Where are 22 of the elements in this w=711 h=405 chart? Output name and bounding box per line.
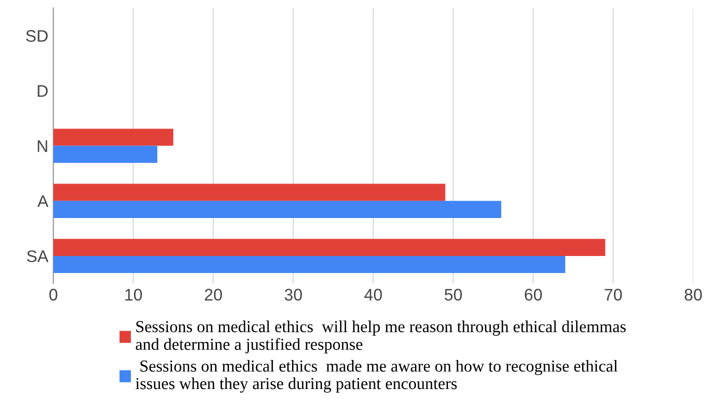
x-tick-label: 20 — [204, 288, 222, 301]
y-tick-label: SA — [26, 250, 48, 262]
x-tick-label: 40 — [364, 288, 382, 301]
y-tick-label: D — [38, 85, 48, 97]
y-tick-label: N — [38, 140, 48, 152]
y-tick-label: A — [37, 195, 48, 207]
x-tick-label: 10 — [125, 288, 142, 301]
x-tick-label: 30 — [284, 288, 302, 301]
x-tick-label: 70 — [604, 288, 622, 301]
bar — [53, 128, 174, 146]
bar — [53, 200, 502, 218]
bar — [53, 184, 446, 201]
bar — [53, 238, 606, 256]
x-tick-label: 80 — [684, 288, 702, 301]
legend-label: Sessions on medical ethics made me aware on how to recognise ethical issues when they arise during patient encounters — [136, 360, 618, 393]
x-tick-label: 60 — [524, 288, 542, 301]
bar — [53, 256, 566, 274]
y-tick-label: SD — [26, 30, 48, 42]
bar — [53, 146, 158, 163]
x-tick-label: 0 — [49, 288, 58, 301]
x-tick-label: 50 — [444, 288, 462, 301]
legend-label: Sessions on medical ethics will help me reason through ethical dilemmas and determine a justified response — [136, 320, 626, 354]
